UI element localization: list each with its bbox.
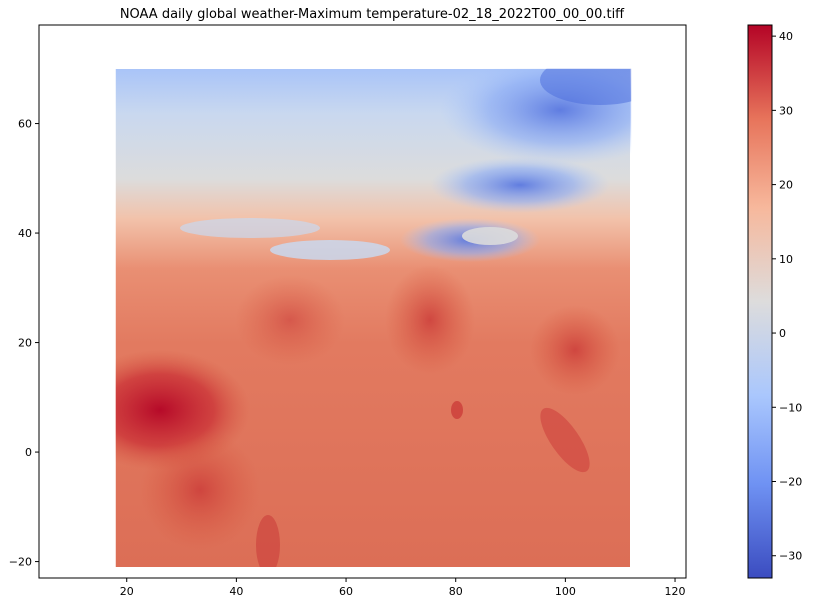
india-warm-region bbox=[385, 265, 475, 375]
colorbar-tick-label: 20 bbox=[779, 179, 793, 192]
y-tick-label: 20 bbox=[18, 337, 32, 350]
cold-region-central-asia bbox=[430, 157, 610, 213]
colorbar-tick-label: 0 bbox=[779, 327, 786, 340]
iran-cool-region bbox=[270, 240, 390, 260]
caucasus-cool-region bbox=[180, 218, 320, 238]
map-title: NOAA daily global weather-Maximum temper… bbox=[120, 7, 625, 22]
y-tick-label: 0 bbox=[25, 446, 32, 459]
colorbar-tick-label: 30 bbox=[779, 104, 793, 117]
sumatra bbox=[540, 407, 590, 473]
y-tick-label: 40 bbox=[18, 227, 32, 240]
x-axis: 20 40 60 80 100 120 bbox=[120, 578, 686, 598]
x-tick-label: 20 bbox=[120, 585, 134, 598]
x-tick-label: 60 bbox=[339, 585, 353, 598]
east-africa-warm-region bbox=[140, 430, 260, 550]
arabia-warm-region bbox=[235, 275, 345, 365]
x-tick-label: 100 bbox=[555, 585, 576, 598]
sri-lanka bbox=[451, 401, 463, 419]
southeast-asia-warm-region bbox=[530, 305, 620, 395]
tibet-core bbox=[462, 227, 518, 245]
x-tick-label: 40 bbox=[229, 585, 243, 598]
colorbar-tick-label: −10 bbox=[779, 401, 802, 414]
colorbar-tick-label: −30 bbox=[779, 550, 802, 563]
y-tick-label: −20 bbox=[9, 556, 32, 569]
madagascar bbox=[256, 515, 280, 568]
colorbar-tick-label: −20 bbox=[779, 476, 802, 489]
y-axis: −20 0 20 40 60 bbox=[9, 118, 39, 569]
x-tick-label: 80 bbox=[449, 585, 463, 598]
y-tick-label: 60 bbox=[18, 118, 32, 131]
colorbar-tick-label: 10 bbox=[779, 253, 793, 266]
cold-region-northeast bbox=[540, 68, 632, 105]
colorbar-tick-label: 40 bbox=[779, 30, 793, 43]
colorbar bbox=[747, 24, 773, 579]
colorbar-axis: −30 −20 −10 0 10 20 30 40 bbox=[772, 30, 802, 563]
x-tick-label: 120 bbox=[665, 585, 686, 598]
temperature-raster bbox=[115, 68, 632, 568]
